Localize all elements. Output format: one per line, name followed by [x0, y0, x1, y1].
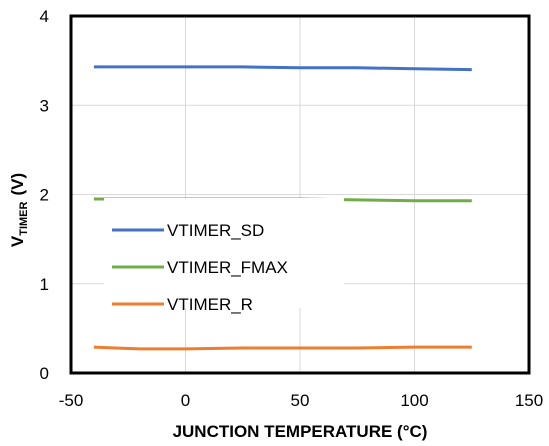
- legend-label-vtimer-r: VTIMER_R: [167, 295, 253, 314]
- y-axis-title-unit: (V): [8, 173, 27, 196]
- legend-label-vtimer-fmax: VTIMER_FMAX: [167, 258, 288, 277]
- y-tick-label: 4: [40, 7, 49, 26]
- y-tick-label: 3: [40, 96, 49, 115]
- x-tick-label: 100: [400, 391, 428, 410]
- y-axis-title-subscript: TIMER: [18, 202, 30, 236]
- y-tick-label: 0: [40, 364, 49, 383]
- x-tick-label: 0: [181, 391, 190, 410]
- series-line-vtimer-sd: [93, 65, 472, 72]
- legend: VTIMER_SD VTIMER_FMAX VTIMER_R: [104, 198, 344, 314]
- x-tick-label: 50: [291, 391, 310, 410]
- y-tick-labels: 0 1 2 3 4: [40, 7, 49, 383]
- x-axis-title: JUNCTION TEMPERATURE (°C): [173, 422, 428, 441]
- x-tick-label: -50: [59, 391, 84, 410]
- y-tick-label: 2: [40, 186, 49, 205]
- y-axis-title: VTIMER (V): [8, 173, 30, 247]
- y-tick-label: 1: [40, 275, 49, 294]
- x-tick-labels: -50 0 50 100 150: [59, 391, 543, 410]
- legend-background: [104, 198, 344, 308]
- legend-label-vtimer-sd: VTIMER_SD: [167, 221, 264, 240]
- series-line-vtimer-r: [93, 345, 472, 351]
- x-tick-label: 150: [515, 391, 543, 410]
- y-axis-title-main: V: [8, 235, 27, 247]
- plot-area-frame: [69, 14, 531, 375]
